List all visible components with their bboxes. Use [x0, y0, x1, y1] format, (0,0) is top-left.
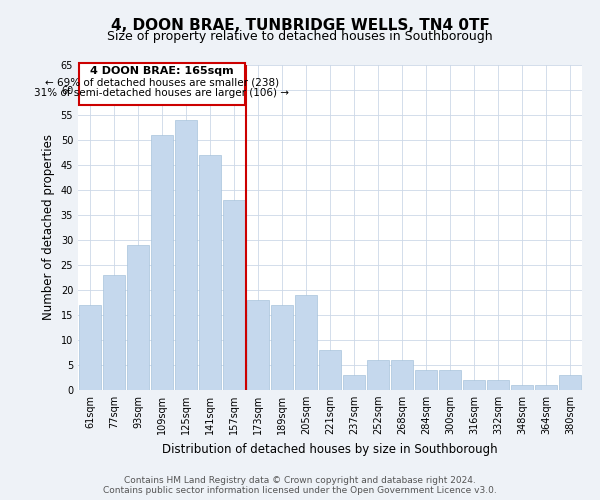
- Bar: [175, 120, 197, 390]
- Bar: [127, 245, 149, 390]
- X-axis label: Distribution of detached houses by size in Southborough: Distribution of detached houses by size …: [162, 442, 498, 456]
- Bar: [511, 385, 533, 390]
- Bar: [463, 380, 485, 390]
- Bar: [391, 360, 413, 390]
- Bar: [415, 370, 437, 390]
- Text: ← 69% of detached houses are smaller (238): ← 69% of detached houses are smaller (23…: [45, 78, 279, 88]
- Text: Size of property relative to detached houses in Southborough: Size of property relative to detached ho…: [107, 30, 493, 43]
- Bar: [487, 380, 509, 390]
- Bar: [199, 155, 221, 390]
- Bar: [151, 135, 173, 390]
- Bar: [247, 300, 269, 390]
- Bar: [79, 305, 101, 390]
- Y-axis label: Number of detached properties: Number of detached properties: [42, 134, 55, 320]
- Bar: [271, 305, 293, 390]
- Bar: [535, 385, 557, 390]
- Text: 4, DOON BRAE, TUNBRIDGE WELLS, TN4 0TF: 4, DOON BRAE, TUNBRIDGE WELLS, TN4 0TF: [110, 18, 490, 32]
- Bar: [439, 370, 461, 390]
- Text: Contains HM Land Registry data © Crown copyright and database right 2024.: Contains HM Land Registry data © Crown c…: [124, 476, 476, 485]
- Text: Contains public sector information licensed under the Open Government Licence v3: Contains public sector information licen…: [103, 486, 497, 495]
- FancyBboxPatch shape: [79, 62, 245, 105]
- Bar: [343, 375, 365, 390]
- Text: 4 DOON BRAE: 165sqm: 4 DOON BRAE: 165sqm: [90, 66, 234, 76]
- Text: 31% of semi-detached houses are larger (106) →: 31% of semi-detached houses are larger (…: [35, 88, 290, 99]
- Bar: [559, 375, 581, 390]
- Bar: [367, 360, 389, 390]
- Bar: [223, 200, 245, 390]
- Bar: [103, 275, 125, 390]
- Bar: [295, 295, 317, 390]
- Bar: [319, 350, 341, 390]
